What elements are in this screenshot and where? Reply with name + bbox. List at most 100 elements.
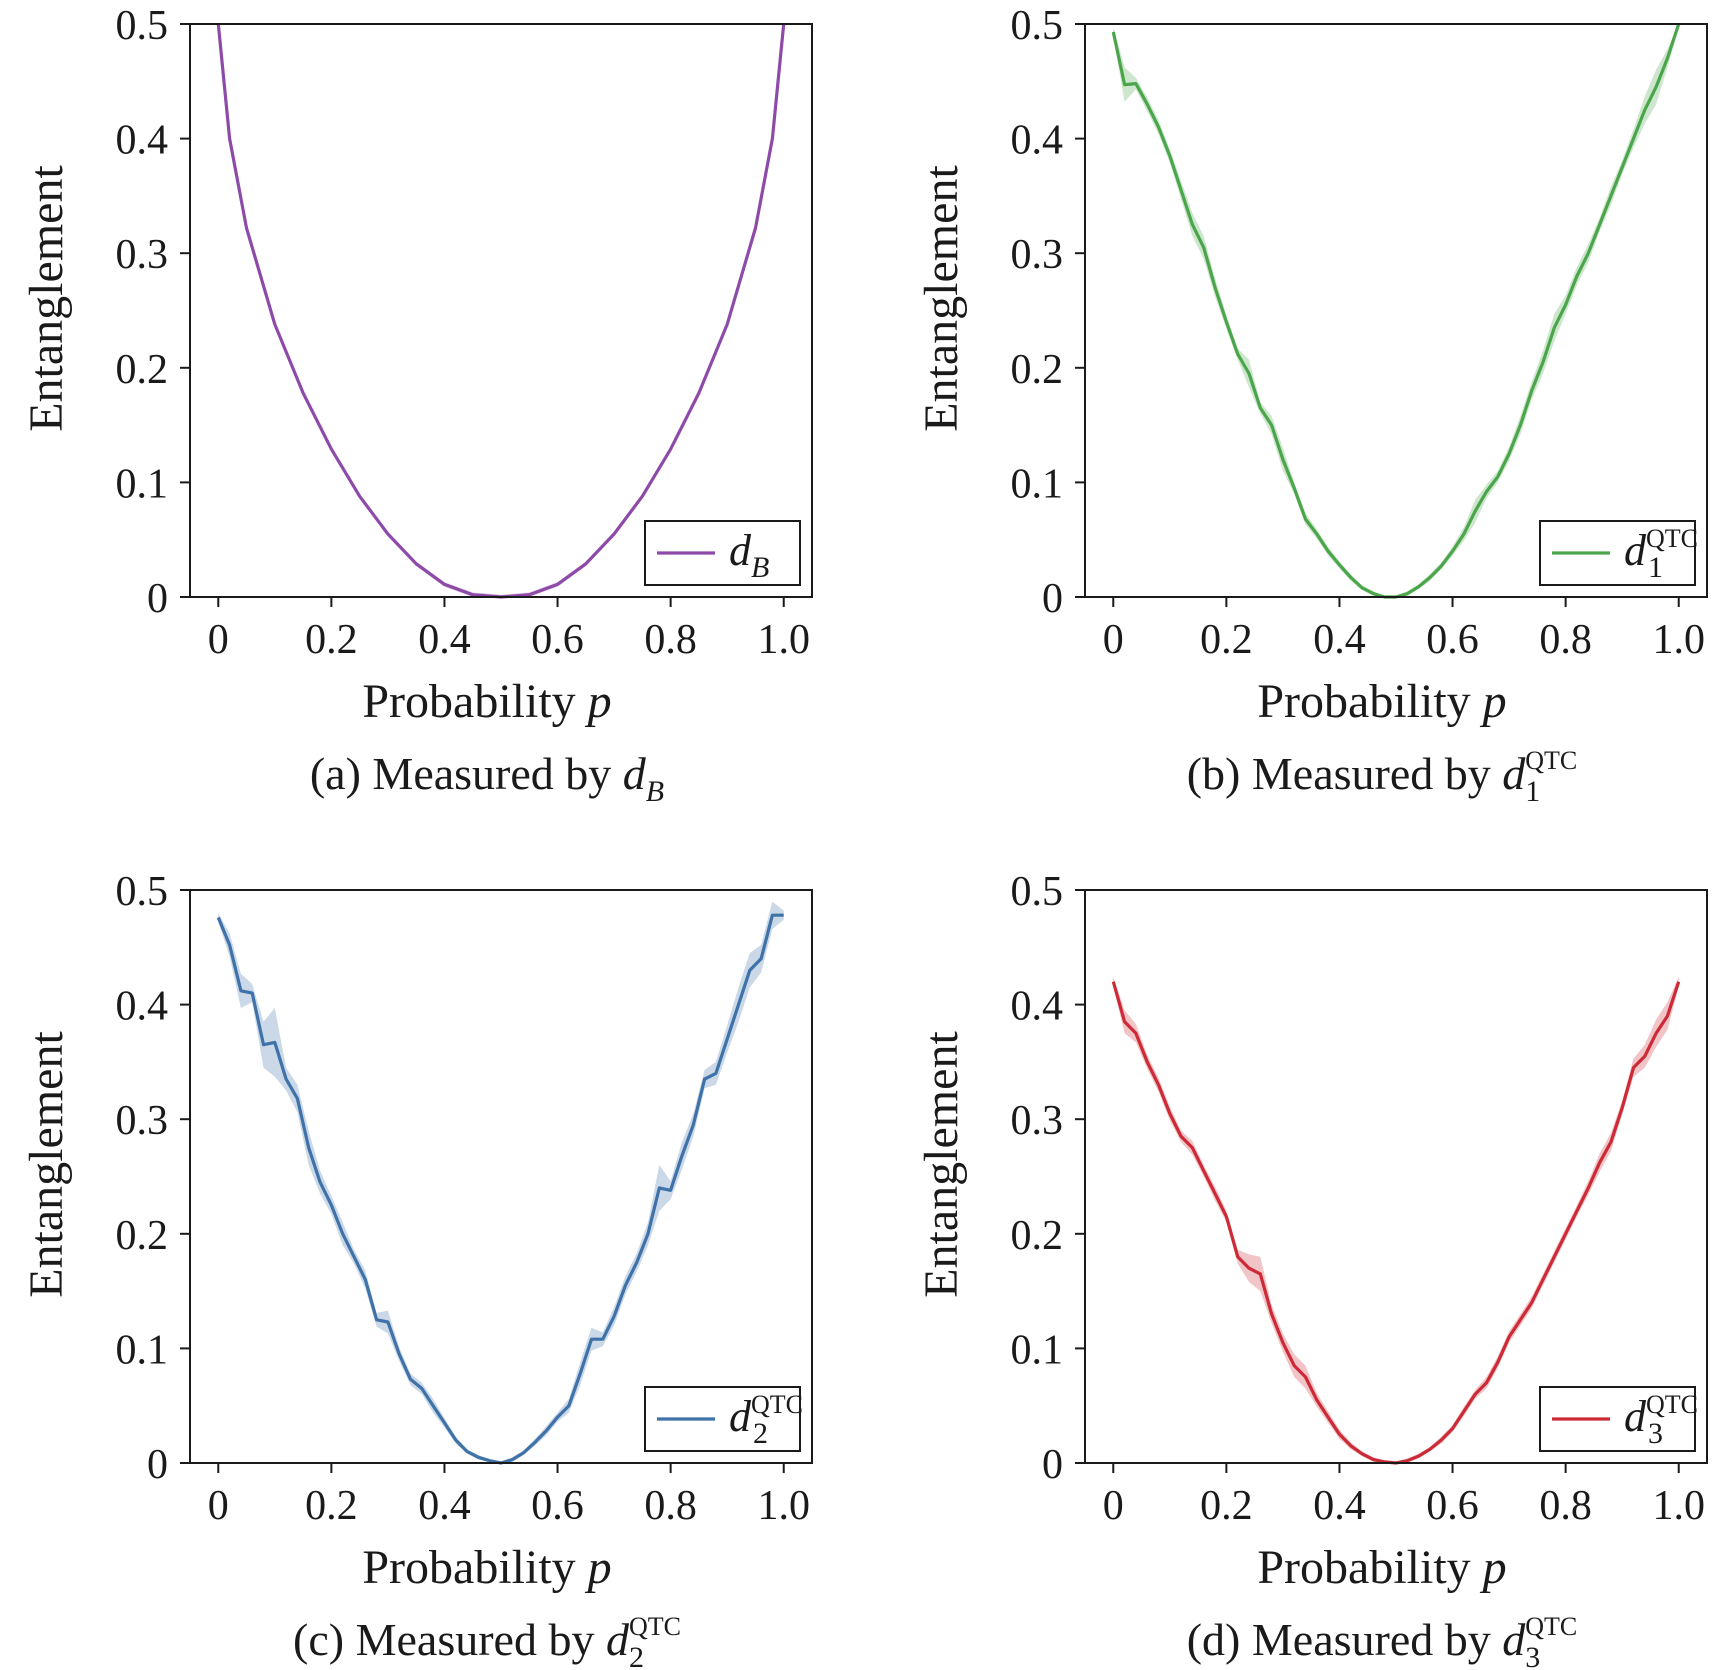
legend-label-sub: B — [751, 551, 769, 584]
legend-label-base: d — [729, 1392, 752, 1441]
legend-label-base: d — [1624, 1392, 1647, 1441]
x-axis-label-text: Probability — [362, 675, 587, 728]
caption-pad — [1540, 748, 1575, 799]
caption-prefix: (d) Measured by — [1187, 1614, 1503, 1665]
x-tick-label: 0.6 — [531, 1483, 584, 1529]
x-tick-label: 0.8 — [644, 1483, 697, 1529]
plot-frame-c — [189, 889, 813, 1464]
series-line-a — [216, 23, 786, 599]
legend-label: dB — [729, 526, 769, 584]
x-tick-label: 0.2 — [305, 617, 358, 663]
y-tick-label: 0.1 — [116, 461, 169, 507]
y-tick-label: 0.1 — [1011, 1327, 1064, 1373]
caption-prefix: (a) Measured by — [310, 748, 623, 799]
x-tick-label: 1.0 — [1652, 617, 1705, 663]
x-tick-label: 1.0 — [1652, 1483, 1705, 1529]
caption-c: (c) Measured by dQTC 2 — [293, 1612, 681, 1670]
x-tick-label: 0.4 — [418, 617, 471, 663]
legend-c: dQTC 2 — [644, 1386, 803, 1452]
legend-b: dQTC 1 — [1539, 520, 1698, 586]
caption-var-sup: QTC — [1525, 1612, 1577, 1641]
confidence-band-c — [218, 901, 784, 1463]
y-axis-label: Entanglement — [915, 165, 968, 432]
y-tick-label: 0.1 — [116, 1327, 169, 1373]
x-tick-label: 0 — [1103, 617, 1124, 663]
panel-a: 0 0.2 0.4 0.6 0.8 1.0 0 0.1 0.2 0.3 0.4 0.5 Probabil… — [20, 3, 813, 808]
caption-var-base: d — [623, 748, 647, 799]
x-axis-label: Probability p — [1257, 675, 1506, 728]
legend-label-sub: 3 — [1648, 1417, 1663, 1450]
y-tick-label: 0.2 — [1011, 347, 1064, 393]
legend-a: dB — [644, 520, 801, 586]
y-tick-label: 0.3 — [116, 232, 169, 278]
legend-label-sup: QTC — [751, 1390, 803, 1419]
y-axis-label: Entanglement — [20, 165, 73, 432]
y-tick-label: 0.4 — [1011, 984, 1064, 1030]
caption-var-base: d — [606, 1614, 630, 1665]
x-tick-label: 0.2 — [1200, 617, 1253, 663]
plot-frame-d — [1084, 889, 1708, 1464]
caption-var-sub: 2 — [629, 1641, 644, 1670]
panel-b: 0 0.2 0.4 0.6 0.8 1.0 0 0.1 0.2 0.3 0.4 0.5 Probabil… — [915, 3, 1708, 808]
x-axis-label-var: p — [1480, 1541, 1507, 1594]
y-tick-label: 0.3 — [1011, 1098, 1064, 1144]
caption-a: (a) Measured by dB — [310, 748, 664, 808]
legend-label-base: d — [1624, 526, 1647, 575]
panel-c: 0 0.2 0.4 0.6 0.8 1.0 0 0.1 0.2 0.3 0.4 0.5 Probabil… — [20, 869, 813, 1670]
y-tick-label: 0.4 — [1011, 118, 1064, 164]
x-tick-label: 1.0 — [757, 617, 810, 663]
x-tick-label: 0.4 — [1313, 617, 1366, 663]
legend-label-sup: QTC — [1646, 1390, 1698, 1419]
x-tick-label: 0 — [208, 1483, 229, 1529]
y-tick-label: 0 — [1042, 1442, 1063, 1488]
caption-prefix: (b) Measured by — [1187, 748, 1503, 799]
y-axis-label: Entanglement — [915, 1031, 968, 1298]
y-tick-label: 0.1 — [1011, 461, 1064, 507]
x-tick-label: 0.2 — [305, 1483, 358, 1529]
legend-label: dQTC 3 — [1624, 1390, 1698, 1450]
legend-label-sup: QTC — [1646, 524, 1698, 553]
x-tick-label: 0 — [208, 617, 229, 663]
x-tick-label: 0.2 — [1200, 1483, 1253, 1529]
y-tick-label: 0 — [147, 1442, 168, 1488]
x-axis-label-text: Probability — [362, 1541, 587, 1594]
confidence-band-b — [1113, 24, 1679, 597]
x-axis-label-var: p — [585, 1541, 612, 1594]
legend-label-base: d — [729, 526, 752, 575]
y-tick-label: 0.5 — [1011, 3, 1064, 49]
y-tick-label: 0.2 — [116, 1213, 169, 1259]
x-tick-label: 0.6 — [1426, 1483, 1479, 1529]
caption-pad — [1540, 1614, 1575, 1665]
x-axis-label: Probability p — [362, 675, 611, 728]
x-tick-label: 0.4 — [418, 1483, 471, 1529]
y-tick-label: 0.5 — [116, 3, 169, 49]
caption-var-sub: 3 — [1525, 1641, 1540, 1670]
y-tick-label: 0.2 — [1011, 1213, 1064, 1259]
y-tick-label: 0.5 — [116, 869, 169, 915]
caption-b: (b) Measured by dQTC 1 — [1187, 746, 1578, 808]
x-axis-label-var: p — [1480, 675, 1507, 728]
caption-var-sup: QTC — [1525, 746, 1577, 775]
plot-frame-b — [1084, 23, 1708, 598]
x-axis-label-text: Probability — [1257, 1541, 1482, 1594]
x-tick-label: 1.0 — [757, 1483, 810, 1529]
y-tick-label: 0.4 — [116, 118, 169, 164]
x-axis-label: Probability p — [362, 1541, 611, 1594]
y-tick-label: 0.4 — [116, 984, 169, 1030]
legend-label-sub: 1 — [1648, 551, 1663, 584]
series-line-b — [1111, 23, 1681, 599]
x-tick-label: 0.8 — [1539, 617, 1592, 663]
caption-var-base: d — [1502, 1614, 1526, 1665]
x-tick-label: 0.6 — [1426, 617, 1479, 663]
caption-d: (d) Measured by dQTC 3 — [1187, 1612, 1578, 1670]
caption-pad — [644, 1614, 679, 1665]
x-tick-label: 0.8 — [644, 617, 697, 663]
y-tick-label: 0.5 — [1011, 869, 1064, 915]
y-tick-label: 0.2 — [116, 347, 169, 393]
caption-prefix: (c) Measured by — [293, 1614, 606, 1665]
caption-var-base: d — [1502, 748, 1526, 799]
x-tick-label: 0 — [1103, 1483, 1124, 1529]
series-line-c — [216, 913, 784, 1465]
y-tick-label: 0 — [147, 576, 168, 622]
